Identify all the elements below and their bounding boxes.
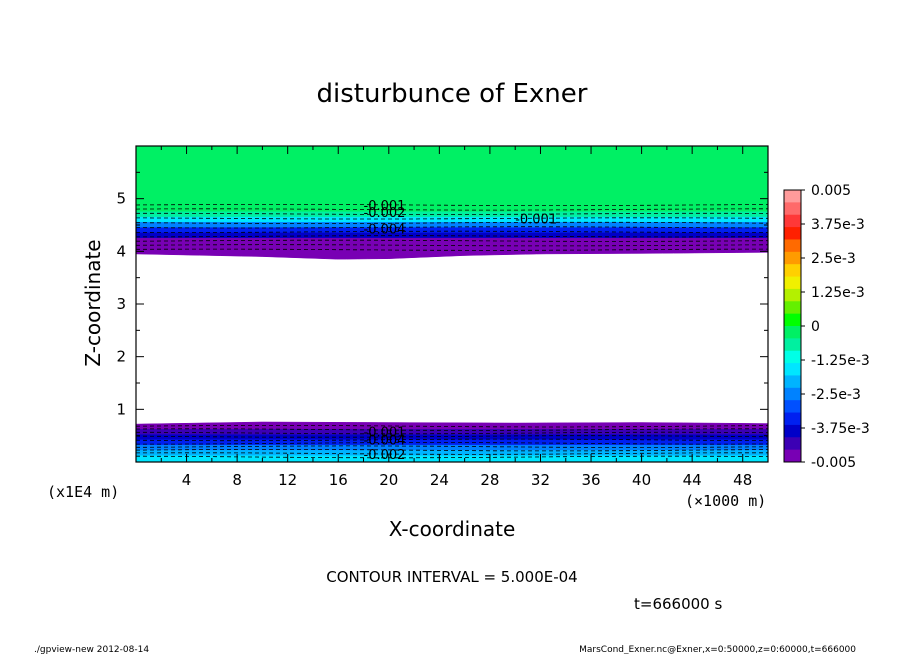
colorbar-label: 1.25e-3 (811, 285, 865, 301)
x-tick-label: 16 (329, 471, 348, 489)
x-tick-label: 8 (232, 471, 242, 489)
time-label: t=666000 s (634, 595, 722, 613)
colorbar-label: -1.25e-3 (811, 353, 870, 369)
contour-line (136, 452, 768, 455)
upper-band-fill (135, 216, 769, 223)
colorbar-label: -0.005 (811, 455, 856, 471)
x-tick-label: 24 (430, 471, 449, 489)
colorbar-swatch (784, 214, 801, 228)
colorbar-label: 2.5e-3 (811, 251, 856, 267)
y-tick-label: 1 (116, 400, 126, 418)
colorbar-swatch (784, 251, 801, 265)
contour-line (136, 235, 769, 238)
plot-area (135, 145, 769, 463)
y-tick-label: 2 (116, 348, 126, 366)
contour-line (136, 455, 768, 459)
contour-line (136, 226, 769, 229)
x-tick-label: 4 (182, 471, 192, 489)
x-tick-label: 12 (278, 471, 297, 489)
colorbar-swatch (784, 276, 801, 290)
colorbar-swatch (784, 350, 801, 364)
contour-line (136, 239, 768, 242)
colorbar-swatch (784, 227, 801, 240)
contour-label: -0.004 (364, 223, 406, 238)
contour-label: -0.002 (364, 448, 406, 463)
footer-left: ./gpview-new 2012-08-14 (34, 645, 149, 654)
contour-label: -0.004 (364, 433, 406, 448)
x-unit-label: (×1000 m) (685, 492, 766, 510)
colorbar-label: -3.75e-3 (811, 421, 870, 437)
contour-line (136, 221, 768, 224)
contour-label: -0.001 (364, 199, 406, 214)
upper-band-fill (135, 237, 769, 260)
colorbar-swatch (784, 190, 801, 203)
contour-lines: -0.001-0.002-0.004-0.001-0.001-0.004-0.0… (135, 199, 769, 463)
x-tick-label: 32 (531, 471, 550, 489)
colorbar-label: -2.5e-3 (811, 387, 861, 403)
colorbar-swatch (784, 424, 801, 438)
contour-line (136, 248, 768, 251)
contour-line (135, 435, 769, 438)
x-tick-label: 36 (581, 471, 600, 489)
contour-line (136, 449, 769, 452)
x-tick-label: 44 (683, 471, 702, 489)
contour-line (136, 217, 768, 220)
colorbar-swatch (784, 387, 801, 401)
contour-line (136, 442, 769, 445)
colorbar-swatch (784, 338, 801, 352)
colorbar-swatch (784, 202, 801, 216)
colorbar-swatch (784, 375, 801, 389)
contour-line (135, 425, 768, 428)
footer-right: MarsCond_Exner.nc@Exner,x=0:50000,z=0:60… (579, 645, 856, 654)
contour-line (136, 230, 769, 233)
contour-line (135, 244, 768, 247)
colorbar: 0.005 3.75e-3 2.5e-3 1.25e-3 0 -1.25e-3 -2.5e-… (783, 183, 870, 471)
colorbar-swatch (784, 363, 801, 376)
colorbar-swatch (784, 412, 801, 426)
contour-line (136, 428, 768, 431)
contour-label: -0.001 (515, 213, 557, 228)
colorbar-swatch (784, 301, 801, 315)
colorbar-label: 3.75e-3 (811, 217, 865, 233)
contour-label: -0.001 (364, 425, 406, 440)
contour-line (136, 212, 769, 215)
x-tick-label: 28 (480, 471, 499, 489)
colorbar-swatch (784, 400, 801, 414)
x-tick-label: 20 (379, 471, 398, 489)
x-axis-label: X-coordinate (389, 517, 516, 541)
x-tick-label: 40 (632, 471, 651, 489)
y-tick-label: 3 (116, 295, 126, 313)
colorbar-swatch (784, 313, 801, 327)
colorbar-swatch (784, 239, 801, 253)
colorbar-label: 0 (811, 319, 820, 335)
colorbar-swatch (784, 437, 801, 451)
y-axis-label: Z-coordinate (81, 239, 105, 366)
contour-interval-text: CONTOUR INTERVAL = 5.000E-04 (326, 568, 577, 586)
contour-line (135, 208, 768, 211)
colorbar-swatch (784, 449, 801, 463)
y-tick-label: 5 (116, 190, 126, 208)
y-unit-label: (x1E4 m) (47, 483, 119, 501)
chart-title: disturbunce of Exner (317, 79, 588, 109)
colorbar-swatch (784, 326, 801, 339)
contour-line (136, 445, 769, 448)
colorbar-swatch (784, 264, 801, 278)
contour-label: -0.002 (364, 206, 406, 221)
y-tick-label: 4 (116, 242, 126, 260)
contour-line (136, 431, 769, 435)
colorbar-swatch (784, 288, 801, 302)
contour-line (135, 204, 768, 206)
contour-line (135, 438, 768, 442)
colorbar-label: 0.005 (811, 183, 851, 199)
upper-band-fill (135, 145, 769, 206)
x-tick-label: 48 (733, 471, 752, 489)
